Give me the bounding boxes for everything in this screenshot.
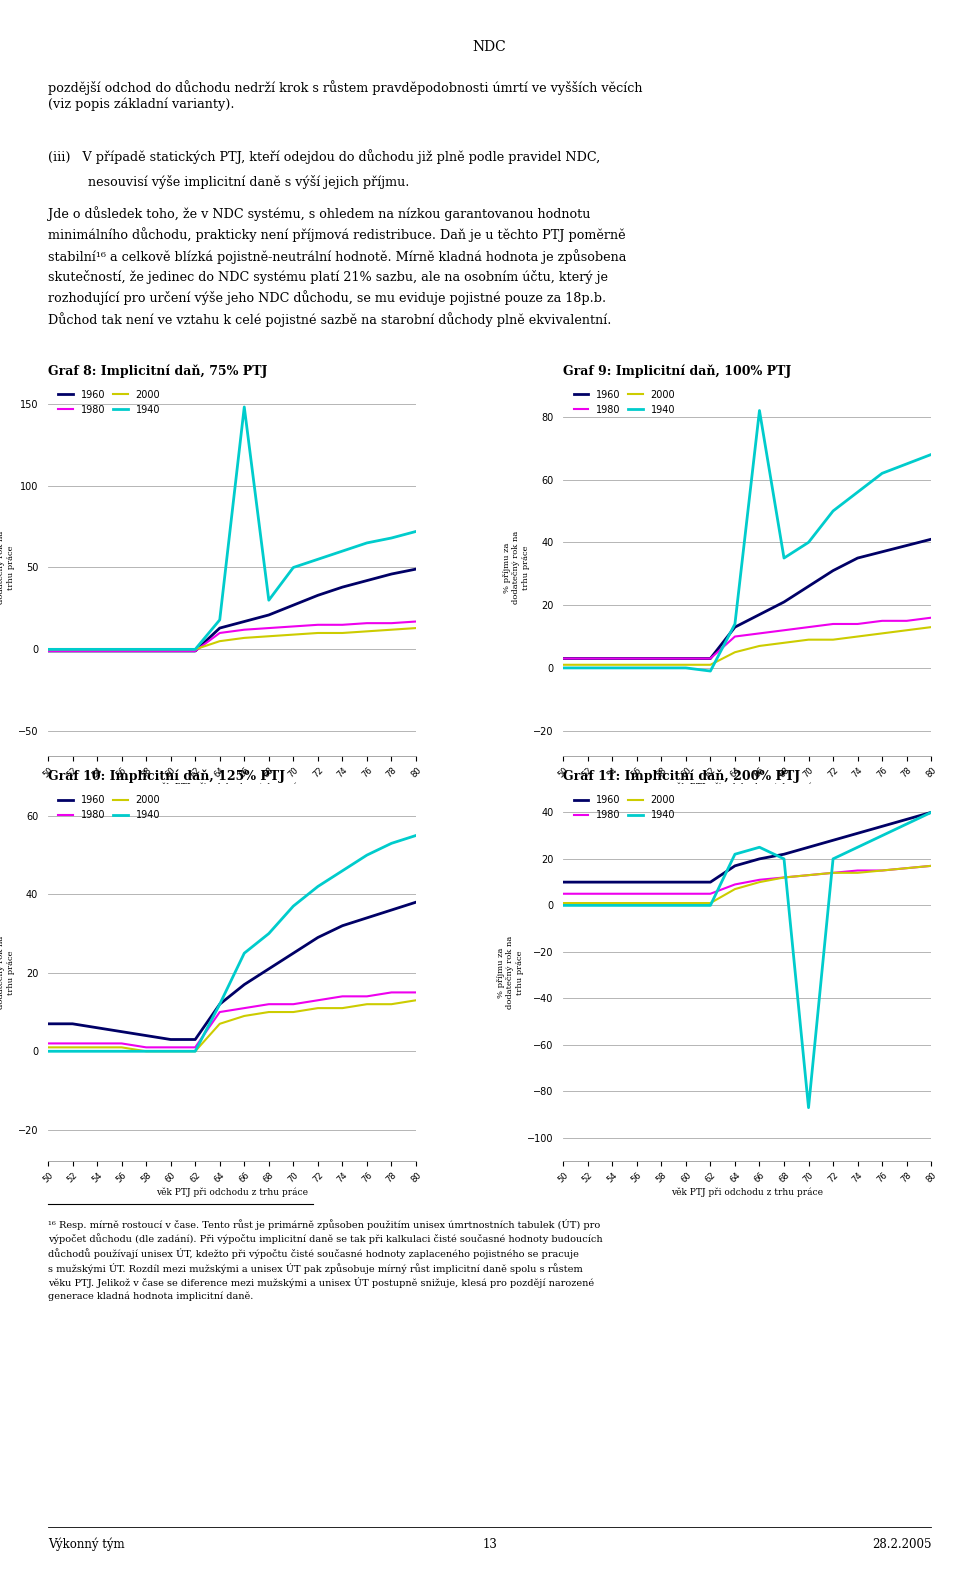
Text: Graf 10: Implicitní daň, 125% PTJ: Graf 10: Implicitní daň, 125% PTJ (48, 770, 285, 783)
Y-axis label: % příjmu za
dodatečný rok na
trhu práce: % příjmu za dodatečný rok na trhu práce (0, 531, 15, 605)
Y-axis label: % příjmu za
dodatečný rok na
trhu práce: % příjmu za dodatečný rok na trhu práce (503, 531, 530, 605)
Text: Graf 9: Implicitní daň, 100% PTJ: Graf 9: Implicitní daň, 100% PTJ (564, 364, 791, 379)
Text: 13: 13 (482, 1537, 497, 1551)
Text: (iii)   V případě statických PTJ, kteří odejdou do důchodu již plně podle pravid: (iii) V případě statických PTJ, kteří od… (48, 150, 600, 164)
X-axis label: věk PTJ při odchodu z trhu práce: věk PTJ při odchodu z trhu práce (156, 1187, 308, 1196)
Legend: 1960, 1980, 2000, 1940: 1960, 1980, 2000, 1940 (572, 388, 677, 417)
Legend: 1960, 1980, 2000, 1940: 1960, 1980, 2000, 1940 (57, 388, 162, 417)
Y-axis label: % příjmu za
dodatečný rok na
trhu práce: % příjmu za dodatečný rok na trhu práce (496, 936, 524, 1009)
X-axis label: věk PTJ při odchodu z trhu práce: věk PTJ při odchodu z trhu práce (156, 783, 308, 792)
Text: 28.2.2005: 28.2.2005 (872, 1537, 931, 1551)
Text: pozdější odchod do důchodu nedrží krok s růstem pravděpodobnosti úmrtí ve vyššíc: pozdější odchod do důchodu nedrží krok s… (48, 81, 642, 111)
Text: Jde o důsledek toho, že v NDC systému, s ohledem na nízkou garantovanou hodnotu
: Jde o důsledek toho, že v NDC systému, s… (48, 207, 626, 326)
Text: Výkonný tým: Výkonný tým (48, 1537, 125, 1551)
Text: ¹⁶ Resp. mírně rostoucí v čase. Tento růst je primárně způsoben použitím unisex : ¹⁶ Resp. mírně rostoucí v čase. Tento rů… (48, 1219, 603, 1301)
Legend: 1960, 1980, 2000, 1940: 1960, 1980, 2000, 1940 (57, 792, 162, 823)
Text: NDC: NDC (472, 40, 507, 54)
Text: nesouvisí výše implicitní daně s výší jejich příjmu.: nesouvisí výše implicitní daně s výší je… (48, 175, 409, 189)
X-axis label: věk PTJ při odchodu z trhu práce: věk PTJ při odchodu z trhu práce (671, 783, 824, 792)
Text: Graf 11: Implicitní daň, 200% PTJ: Graf 11: Implicitní daň, 200% PTJ (564, 770, 801, 783)
Text: Graf 8: Implicitní daň, 75% PTJ: Graf 8: Implicitní daň, 75% PTJ (48, 364, 268, 379)
Y-axis label: % příjmu za
dodatečný rok na
trhu práce: % příjmu za dodatečný rok na trhu práce (0, 936, 15, 1009)
X-axis label: věk PTJ při odchodu z trhu práce: věk PTJ při odchodu z trhu práce (671, 1187, 824, 1196)
Legend: 1960, 1980, 2000, 1940: 1960, 1980, 2000, 1940 (572, 792, 677, 823)
